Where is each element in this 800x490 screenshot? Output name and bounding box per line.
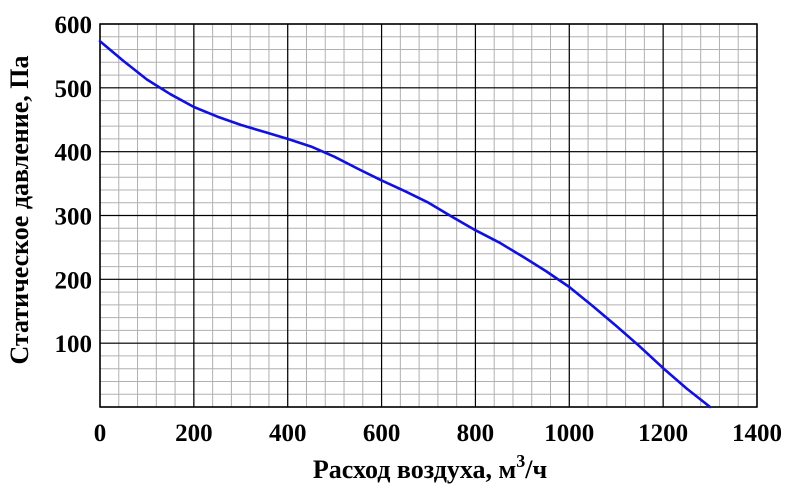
x-axis-title-suffix: /ч	[524, 455, 547, 484]
plot-frame	[99, 23, 758, 408]
x-tick-label: 1000	[544, 420, 594, 447]
series-layer	[98, 39, 712, 409]
x-tick-label: 400	[269, 420, 307, 447]
y-axis-title: Статическое давление, Па	[5, 55, 34, 364]
y-tick-label: 100	[55, 331, 93, 358]
y-tick-label: 400	[55, 140, 93, 167]
x-tick-label: 1200	[638, 420, 688, 447]
series-line-0	[98, 39, 712, 409]
x-tick-labels: 0 200 400 600 800 1000 1200 1400	[94, 420, 782, 447]
y-tick-label: 300	[55, 204, 93, 231]
x-axis-title: Расход воздуха, м3/ч	[313, 451, 547, 484]
major-grid	[99, 23, 758, 408]
x-axis-title-main: Расход воздуха, м	[313, 455, 516, 484]
x-tick-label: 800	[457, 420, 495, 447]
y-tick-label: 600	[55, 12, 93, 39]
x-tick-label: 600	[363, 420, 401, 447]
y-tick-labels: 100 200 300 400 500 600	[55, 12, 93, 358]
x-tick-label: 1400	[732, 420, 782, 447]
y-tick-label: 200	[55, 267, 93, 294]
x-tick-label: 200	[175, 420, 213, 447]
y-tick-label: 500	[55, 76, 93, 103]
x-axis-title-superscript: 3	[516, 451, 525, 471]
x-tick-label: 0	[94, 420, 107, 447]
